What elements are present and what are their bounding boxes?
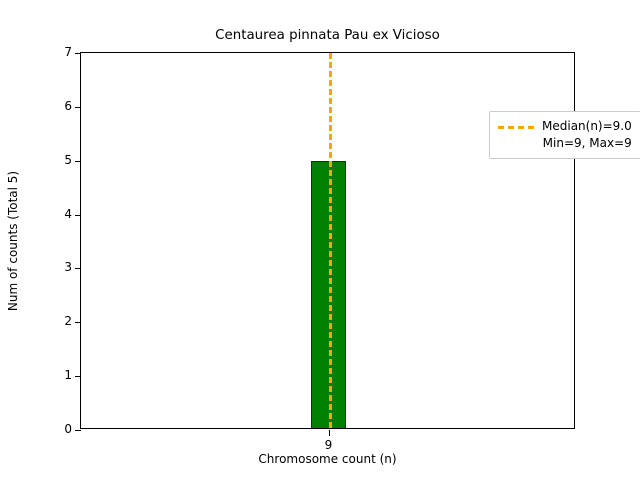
plot-area [81, 53, 574, 428]
y-axis-tick-label: 2 [64, 314, 72, 329]
y-axis-tick-label: 6 [64, 98, 72, 113]
median-line-indicator [328, 53, 332, 428]
y-axis-label: Num of counts (Total 5) [6, 170, 20, 311]
y-axis-tick [75, 376, 81, 378]
x-axis-tick-label: 9 [324, 438, 333, 452]
median-line-swatch-icon [498, 118, 534, 133]
y-axis-tick [75, 53, 81, 54]
y-axis-tick-label: 7 [64, 45, 72, 59]
legend-text: Median(n)=9.0 Min=9, Max=9 [542, 118, 632, 152]
y-axis-tick-label: 5 [64, 152, 72, 167]
y-axis-tick-label: 1 [64, 368, 72, 383]
legend-entry-minmax: Min=9, Max=9 [542, 136, 632, 150]
y-axis-tick [75, 106, 81, 108]
y-axis-tick [75, 322, 81, 324]
y-axis-label-container: Num of counts (Total 5) [0, 52, 26, 429]
x-axis-tick [328, 430, 330, 436]
y-axis-tick [75, 160, 81, 162]
chart-legend: Median(n)=9.0 Min=9, Max=9 [489, 111, 640, 159]
bar [311, 160, 346, 428]
y-axis-tick [75, 430, 81, 431]
plot-axes: 9 Median(n)=9.0 Min=9, Max=9 [75, 52, 640, 452]
y-axis-tick [75, 214, 81, 216]
legend-entry-median: Median(n)=9.0 [542, 119, 632, 133]
x-axis-label: Chromosome count (n) [258, 452, 397, 466]
y-axis-tick-label: 0 [64, 422, 72, 436]
page-title: Centaurea pinnata Pau ex Vicioso [215, 28, 440, 43]
y-axis-tick-label: 3 [64, 260, 72, 275]
y-axis-tick [75, 268, 81, 270]
y-axis-tick-label: 4 [64, 206, 72, 221]
